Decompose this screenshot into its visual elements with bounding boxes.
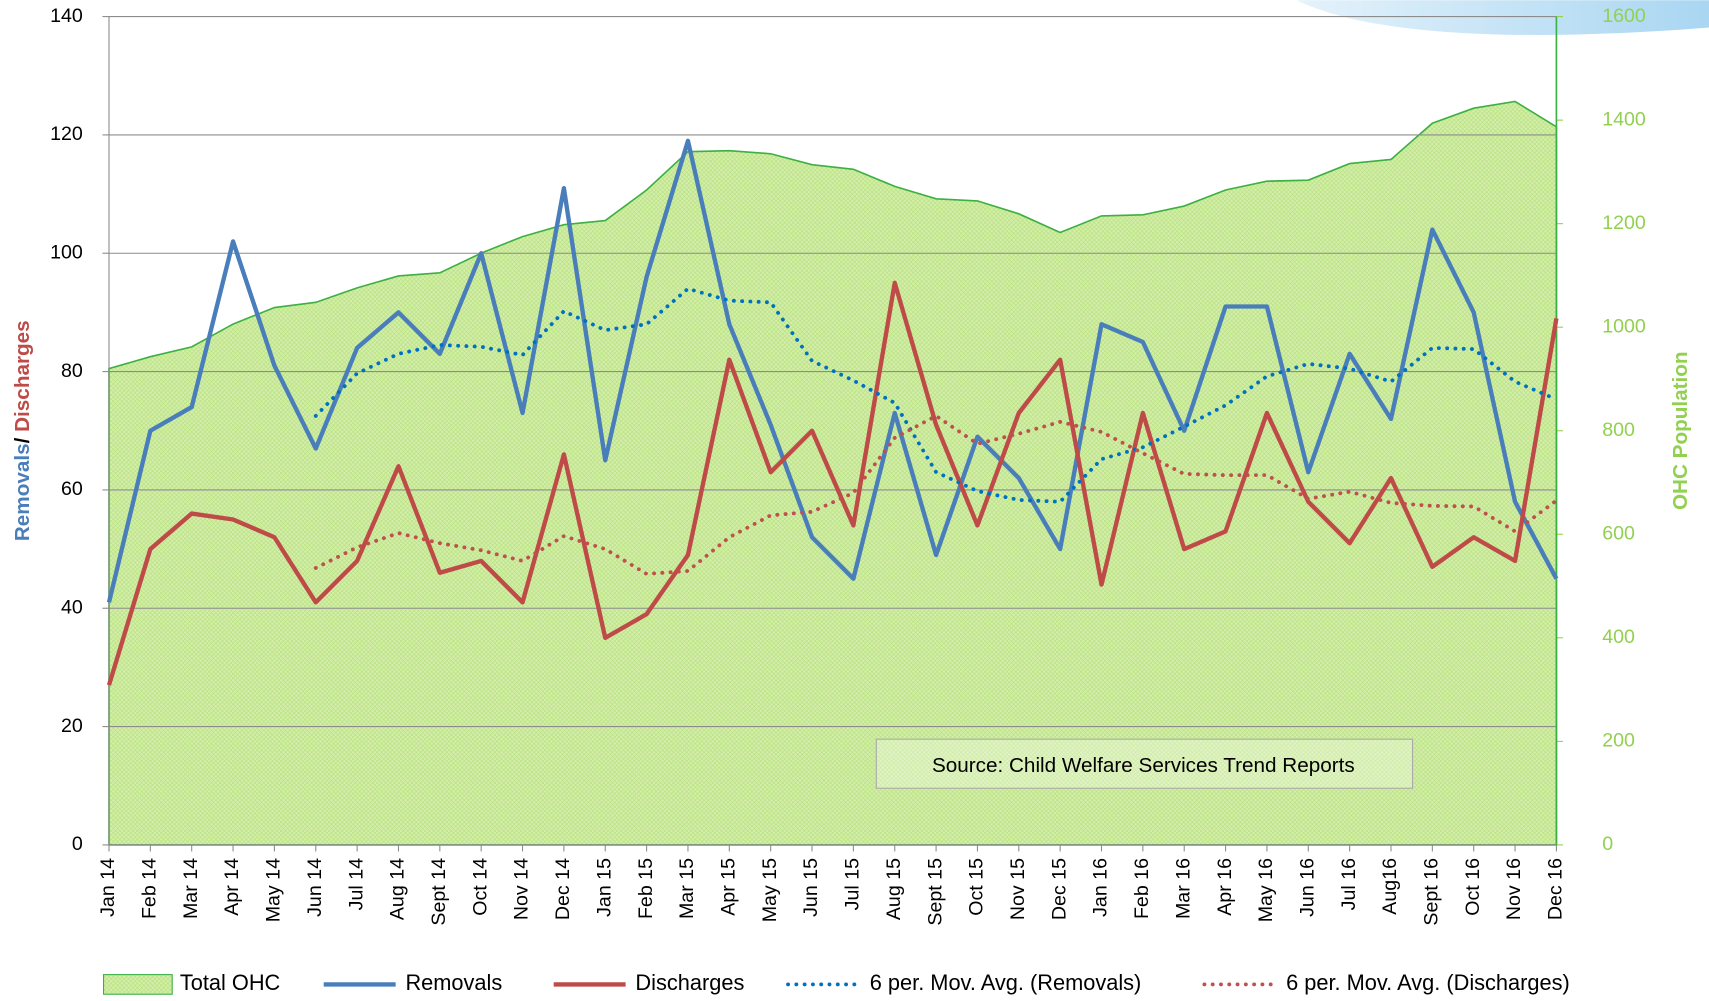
x-tick-label: Jan 15 (593, 858, 615, 917)
x-tick-label: Apr 14 (221, 858, 243, 916)
x-tick-label: Aug16 (1379, 858, 1401, 915)
x-tick-label: Oct 14 (469, 858, 491, 916)
y2-tick-label: 0 (1602, 833, 1613, 855)
y2-axis-label: OHC Population (1669, 351, 1692, 510)
x-tick-label: Jul 15 (842, 858, 864, 910)
y2-tick-label: 600 (1602, 522, 1635, 544)
annotation-box (875, 738, 1414, 789)
y2-tick-label: 800 (1602, 419, 1635, 441)
series-line (106, 138, 1559, 603)
x-tick-label: Apr 16 (1214, 858, 1236, 916)
y-label-part: Removals (11, 443, 34, 541)
y-label-part: / (11, 432, 34, 444)
x-tick-label: Oct 15 (966, 858, 988, 916)
x-tick-label: Apr 15 (718, 858, 740, 916)
x-tick-label: Dec 14 (552, 858, 574, 920)
x-tick-label: Sept 14 (428, 858, 450, 926)
x-tick-label: Sept 15 (924, 858, 946, 926)
x-tick-label: Jun 15 (800, 858, 822, 917)
y2-tick-label: 1600 (1602, 5, 1646, 27)
x-tick-label: Aug 15 (883, 858, 905, 920)
y-tick-label: 60 (61, 478, 83, 500)
x-tick-label: Feb 15 (635, 858, 657, 919)
y2-tick-label: 400 (1602, 626, 1635, 648)
legend-label: Total OHC (180, 970, 280, 995)
series-line (106, 280, 1559, 686)
x-tick-label: Jan 16 (1090, 858, 1112, 917)
x-tick-label: Mar 14 (180, 858, 202, 919)
annotation: Source: Child Welfare Services Trend Rep… (932, 754, 1355, 777)
x-tick-label: May 16 (1255, 858, 1277, 922)
x-tick-label: Mar 15 (676, 858, 698, 919)
y-tick-label: 120 (50, 123, 83, 145)
x-tick-label: Aug 14 (387, 858, 409, 920)
x-tick-label: Feb 16 (1131, 858, 1153, 919)
x-tick-label: Nov 14 (511, 858, 533, 920)
y2-tick-label: 1000 (1602, 315, 1646, 337)
x-tick-label: Mar 16 (1172, 858, 1194, 919)
x-tick-label: Jul 14 (345, 858, 367, 910)
y-axis-label: Removals/ Discharges (11, 320, 34, 541)
x-tick-label: Jan 14 (97, 858, 119, 917)
legend-label: 6 per. Mov. Avg. (Discharges) (1286, 970, 1570, 995)
y-tick-label: 0 (72, 833, 83, 855)
series-line (313, 413, 1559, 576)
y2-tick-label: 1400 (1602, 108, 1646, 130)
y-label-part: Discharges (11, 320, 34, 432)
legend-label: Removals (405, 970, 502, 995)
x-tick-label: Oct 16 (1462, 858, 1484, 916)
x-tick-label: Nov 16 (1503, 858, 1525, 920)
series-line (313, 286, 1559, 504)
y-tick-label: 100 (50, 241, 83, 263)
y2-tick-label: 200 (1602, 730, 1635, 752)
legend-label: Discharges (635, 970, 744, 995)
legend-label: 6 per. Mov. Avg. (Removals) (870, 970, 1142, 995)
decoration (1297, 0, 1709, 35)
x-tick-label: Sept 16 (1421, 858, 1443, 926)
x-tick-label: Feb 14 (139, 858, 161, 919)
legend-swatch (102, 974, 173, 995)
x-tick-label: Jun 16 (1296, 858, 1318, 917)
y-tick-label: 20 (61, 715, 83, 737)
x-tick-label: Jun 14 (304, 858, 326, 917)
x-tick-label: May 15 (759, 858, 781, 922)
y-tick-label: 80 (61, 360, 83, 382)
x-tick-label: Dec 15 (1048, 858, 1070, 920)
y-tick-label: 140 (50, 5, 83, 27)
y-tick-label: 40 (61, 596, 83, 618)
y2-tick-label: 1200 (1602, 212, 1646, 234)
x-tick-label: Dec 16 (1545, 858, 1567, 920)
x-tick-label: Jul 16 (1338, 858, 1360, 910)
x-tick-label: Nov 15 (1007, 858, 1029, 920)
x-tick-label: May 14 (263, 858, 285, 922)
